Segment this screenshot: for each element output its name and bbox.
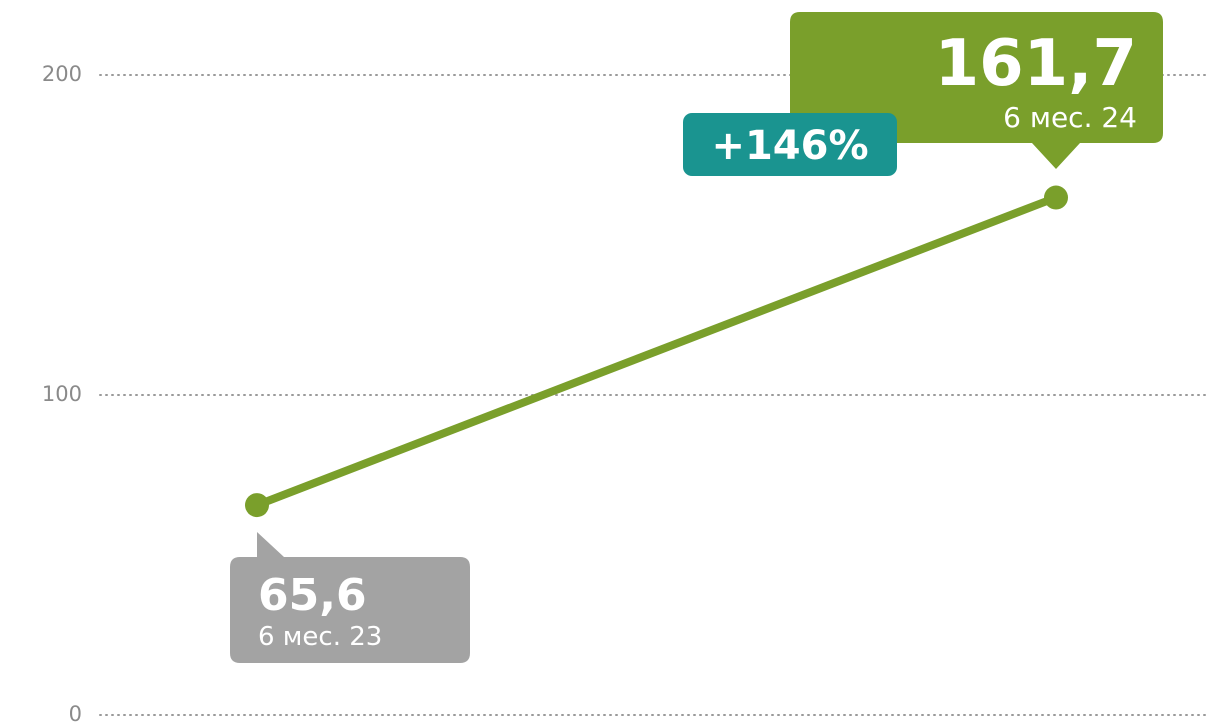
callout-box	[230, 532, 470, 663]
category-label: 6 мес. 23	[258, 622, 382, 652]
value-label: 161,7	[935, 27, 1137, 101]
category-label: 6 мес. 24	[1003, 101, 1137, 134]
annotation: +146%	[711, 123, 868, 169]
annotation-box	[683, 113, 897, 176]
y-tick-label: 100	[42, 382, 82, 406]
y-tick-label: 0	[69, 702, 82, 726]
y-tick-label: 200	[42, 62, 82, 86]
point	[1044, 185, 1068, 210]
line	[255, 193, 1058, 509]
value-label: 65,6	[258, 570, 367, 621]
point	[245, 493, 269, 518]
